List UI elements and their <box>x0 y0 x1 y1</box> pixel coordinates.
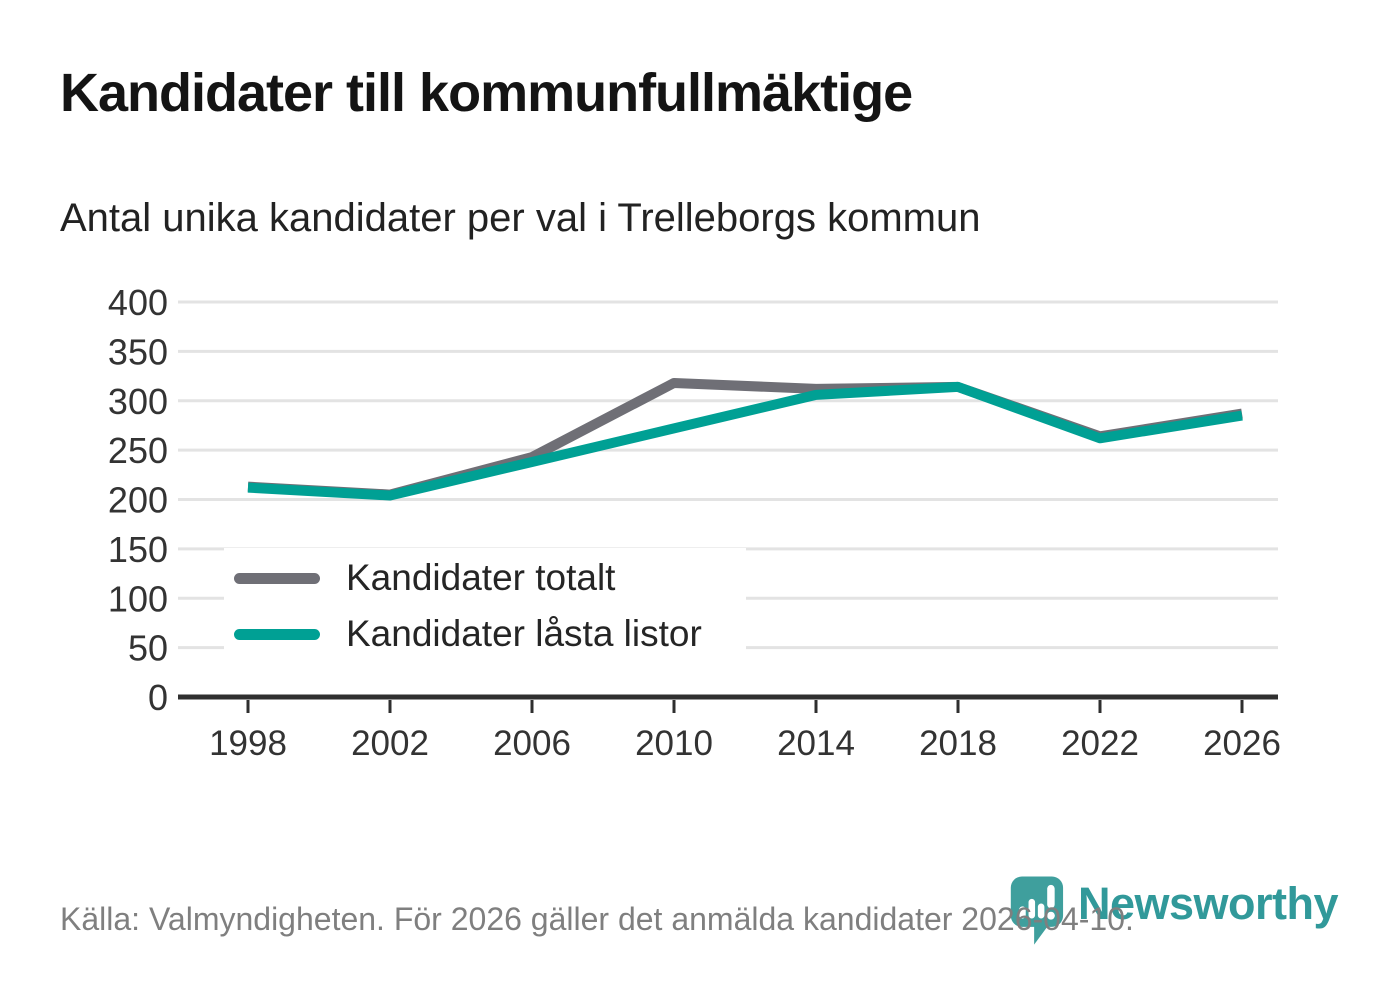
source-note: Källa: Valmyndigheten. För 2026 gäller d… <box>60 901 1134 937</box>
chart-subtitle: Antal unika kandidater per val i Trelleb… <box>60 196 981 240</box>
svg-text:350: 350 <box>108 331 168 372</box>
svg-text:1998: 1998 <box>209 724 287 763</box>
svg-text:150: 150 <box>108 529 168 570</box>
chart-legend: Kandidater totalt Kandidater låsta listo… <box>224 548 746 668</box>
newsworthy-pin-icon <box>1010 876 1064 945</box>
page-title: Kandidater till kommunfullmäktige <box>60 63 913 123</box>
legend-item-lasta-listor: Kandidater låsta listor <box>234 606 746 662</box>
svg-text:100: 100 <box>108 578 168 619</box>
legend-item-totalt: Kandidater totalt <box>234 550 746 606</box>
svg-text:2018: 2018 <box>919 724 997 763</box>
legend-swatch-lasta-listor <box>234 628 320 640</box>
svg-text:2006: 2006 <box>493 724 571 763</box>
svg-text:2026: 2026 <box>1203 724 1281 763</box>
newsworthy-wordmark: Newsworthy <box>1078 878 1339 929</box>
svg-text:0: 0 <box>148 677 168 718</box>
svg-text:2002: 2002 <box>351 724 429 763</box>
legend-swatch-totalt <box>234 572 320 584</box>
legend-label-lasta-listor: Kandidater låsta listor <box>346 613 702 654</box>
svg-text:2014: 2014 <box>777 724 855 763</box>
legend-label-totalt: Kandidater totalt <box>346 557 616 598</box>
svg-text:50: 50 <box>128 628 168 669</box>
svg-text:300: 300 <box>108 381 168 422</box>
svg-text:2022: 2022 <box>1061 724 1139 763</box>
svg-text:250: 250 <box>108 430 168 471</box>
svg-text:400: 400 <box>108 282 168 323</box>
svg-text:2010: 2010 <box>635 724 713 763</box>
newsworthy-logo: Newsworthy <box>1008 872 1339 950</box>
svg-text:200: 200 <box>108 480 168 521</box>
